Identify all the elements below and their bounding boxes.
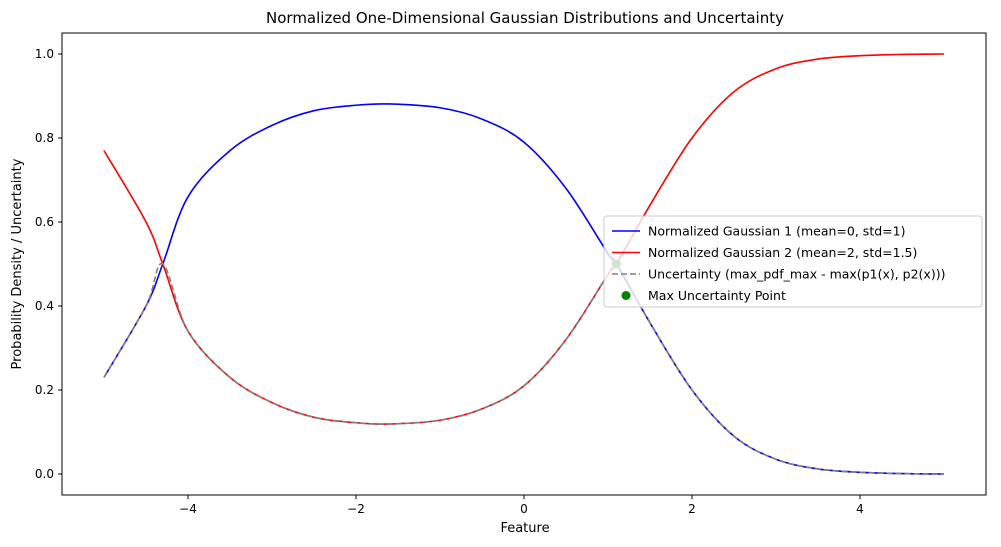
legend-swatch xyxy=(621,291,631,300)
y-tick-label: 0.2 xyxy=(35,383,54,397)
y-tick-label: 0.4 xyxy=(35,299,54,313)
x-tick-label: −2 xyxy=(347,502,365,516)
x-tick-label: 4 xyxy=(856,502,864,516)
x-tick-label: 2 xyxy=(688,502,696,516)
x-tick-label: 0 xyxy=(520,502,528,516)
y-axis: 0.0 0.2 0.4 0.6 0.8 1.0 xyxy=(35,47,62,481)
x-axis-label: Feature xyxy=(500,521,549,536)
series-line-3 xyxy=(103,259,945,475)
y-tick-label: 1.0 xyxy=(35,47,54,61)
legend-label: Uncertainty (max_pdf_max - max(p1(x), p2… xyxy=(648,267,945,282)
x-tick-label: −4 xyxy=(179,502,197,516)
legend-label: Normalized Gaussian 2 (mean=2, std=1.5) xyxy=(648,245,917,260)
y-tick-label: 0.6 xyxy=(35,215,54,229)
legend-box xyxy=(603,215,983,308)
x-axis: −4 −2 0 2 4 xyxy=(179,495,864,516)
legend: Normalized Gaussian 1 (mean=0, std=1) Nor… xyxy=(603,215,983,308)
legend-label: Max Uncertainty Point xyxy=(648,288,786,303)
chart-title: Normalized One-Dimensional Gaussian Dist… xyxy=(266,9,784,27)
y-axis-label: Probability Density / Uncertainty xyxy=(10,158,25,369)
y-tick-label: 0.8 xyxy=(35,131,54,145)
legend-label: Normalized Gaussian 1 (mean=0, std=1) xyxy=(648,224,905,239)
y-tick-label: 0.0 xyxy=(35,467,54,481)
